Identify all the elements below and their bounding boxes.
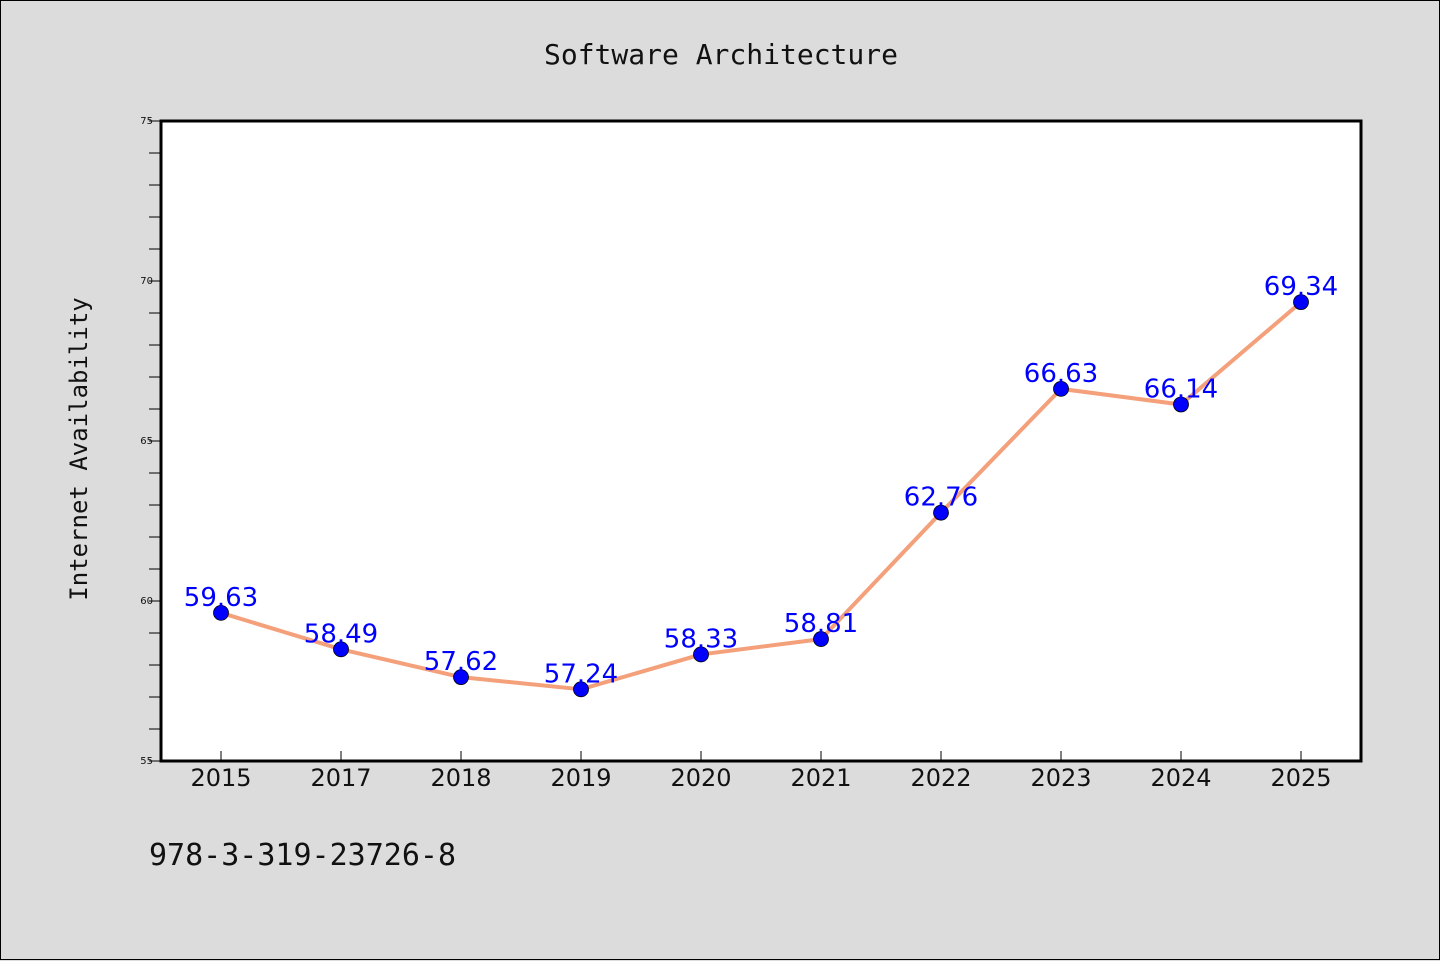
y-tick-label: 55: [140, 756, 153, 767]
series-line: [220, 300, 1303, 692]
data-point[interactable]: [453, 669, 469, 686]
x-tick-label: 2019: [550, 764, 611, 792]
y-tick-label: 65: [140, 436, 153, 447]
data-labels-group: 59.63 58.49 57.62 57.24 58.33 58.81 62.76 66.63…: [184, 272, 1338, 689]
data-label: 57.24: [544, 659, 618, 689]
y-tick-label: 75: [140, 116, 153, 127]
x-tick-label: 2018: [430, 764, 491, 792]
x-tick-label: 2020: [670, 764, 731, 792]
data-label: 66.63: [1024, 359, 1098, 389]
data-point[interactable]: [1053, 380, 1069, 397]
data-label: 66.14: [1144, 375, 1218, 405]
x-tick-label: 2025: [1270, 764, 1331, 792]
data-point[interactable]: [573, 681, 589, 698]
series-line-group: [213, 294, 1309, 698]
x-tick-label: 2022: [910, 764, 971, 792]
data-point[interactable]: [1293, 294, 1309, 311]
x-tick-label: 2021: [790, 764, 851, 792]
data-point[interactable]: [1173, 396, 1189, 413]
data-point[interactable]: [813, 631, 829, 647]
y-axis-ticks: 55 60 65 70 75: [140, 116, 161, 767]
data-point[interactable]: [333, 641, 349, 658]
plot-area: [159, 119, 1363, 763]
data-label: 58.49: [304, 619, 378, 649]
y-tick-label: 70: [140, 276, 153, 287]
y-axis-label: Internet Availability: [65, 297, 93, 600]
data-point[interactable]: [933, 504, 949, 521]
footer-code: 978-3-319-23726-8: [149, 838, 456, 873]
x-tick-label: 2024: [1150, 764, 1211, 792]
data-point[interactable]: [693, 646, 709, 663]
data-point[interactable]: [213, 604, 229, 621]
data-label: 59.63: [184, 583, 258, 613]
y-tick-label: 60: [140, 596, 153, 607]
x-tick-label: 2015: [190, 764, 251, 792]
data-label: 57.62: [424, 647, 498, 677]
x-tick-label: 2017: [310, 764, 371, 792]
data-label: 58.81: [784, 609, 858, 639]
data-label: 69.34: [1264, 272, 1338, 302]
x-axis-ticks: 2015 2017 2018 2019 2020 2021 2022 2023 2024 2025: [190, 751, 1332, 792]
x-tick-label: 2023: [1030, 764, 1091, 792]
data-label: 62.76: [904, 483, 978, 513]
data-label: 58.33: [664, 624, 738, 654]
chart-title: Software Architecture: [544, 38, 898, 71]
